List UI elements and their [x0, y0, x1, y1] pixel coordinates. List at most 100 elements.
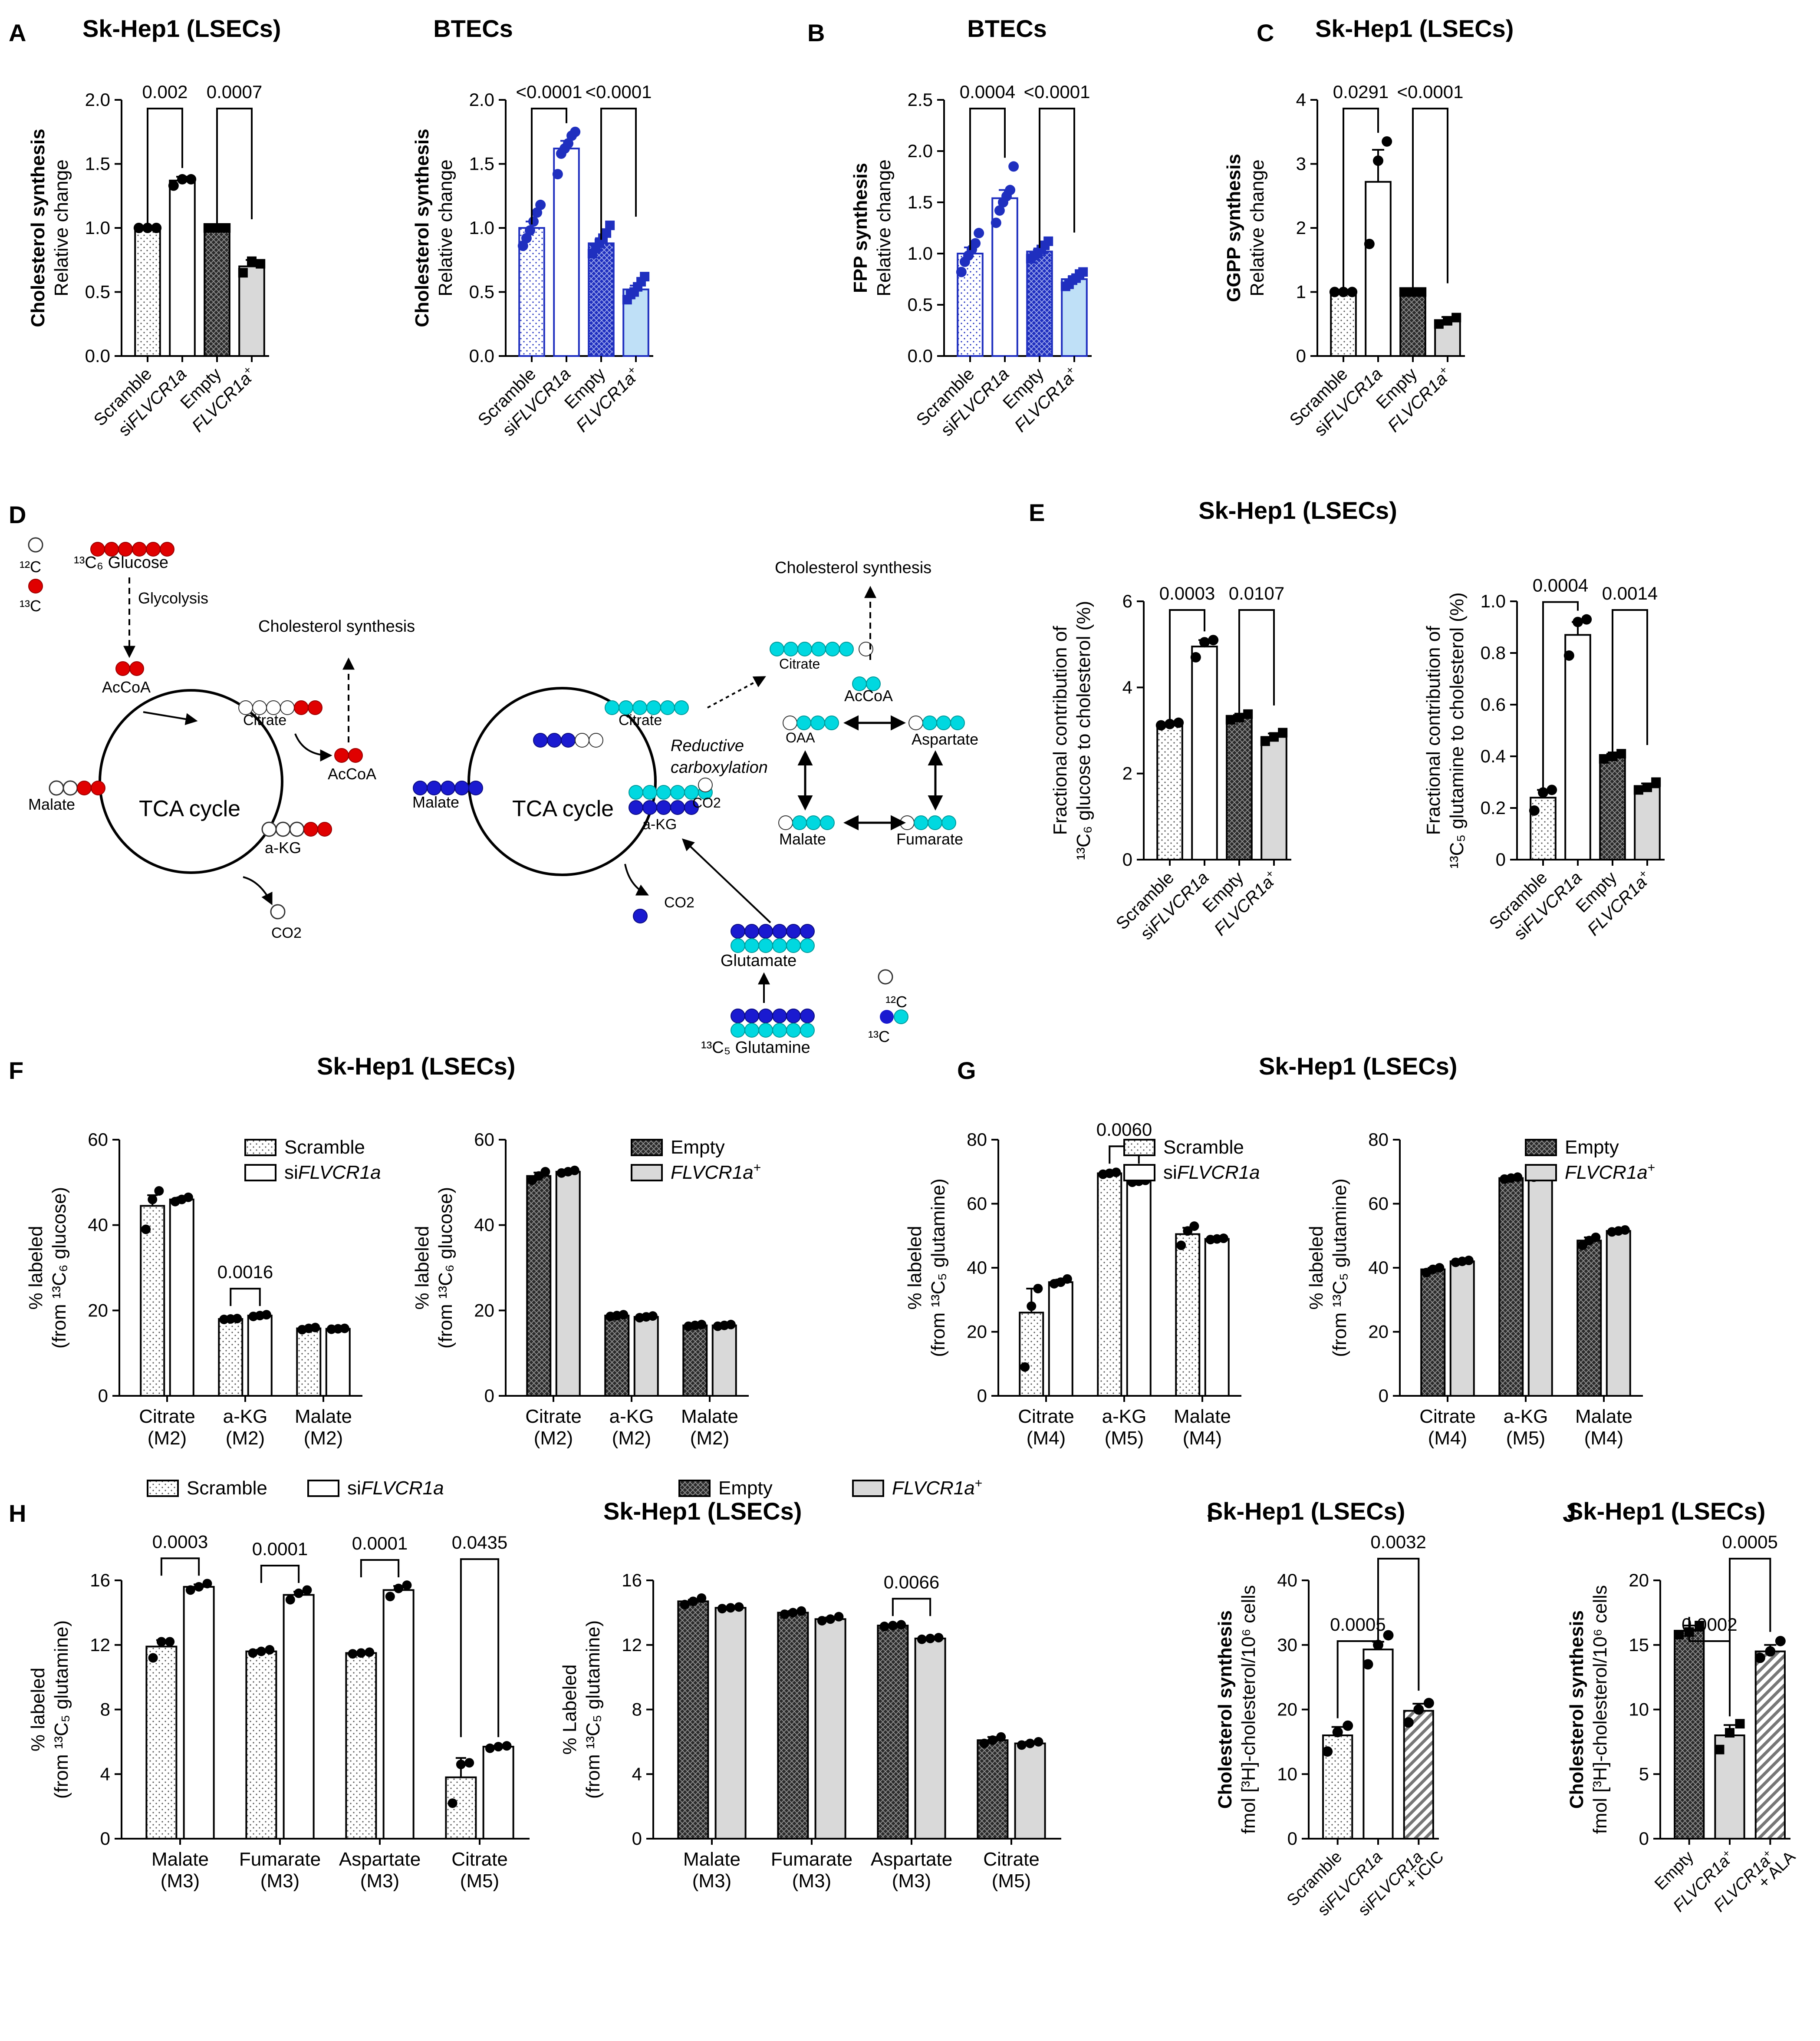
- y-tick-label: 40: [474, 1215, 494, 1235]
- data-point: [834, 1612, 844, 1622]
- data-point: [1608, 752, 1617, 761]
- bar: [183, 1586, 215, 1840]
- bar: [1576, 1240, 1602, 1397]
- carbon-atom: [656, 785, 671, 800]
- data-point: [1674, 1629, 1684, 1639]
- y-tick-label: 20: [967, 1322, 987, 1342]
- x-tick-label: (M4): [1027, 1428, 1066, 1449]
- carbon-atom: [674, 700, 689, 715]
- data-point: [734, 1602, 744, 1612]
- y-tick-label: 0.0: [908, 346, 933, 366]
- data-point: [991, 218, 1001, 228]
- x-tick-label: Citrate: [139, 1406, 195, 1427]
- bar: [145, 1645, 178, 1840]
- carbon-atom: [811, 642, 826, 656]
- y-axis-label: Cholesterol synthesis fmol [³H]-cholester…: [1214, 1585, 1259, 1834]
- y-tick-label: 0.4: [1481, 746, 1506, 766]
- carbon-atom: [308, 700, 323, 715]
- data-point: [348, 1649, 358, 1659]
- y-tick-label: 0: [98, 1385, 108, 1406]
- significance-bracket: [1729, 1558, 1771, 1717]
- carbon-atom: [660, 700, 675, 715]
- citrate-label-1: Citrate: [243, 712, 286, 729]
- x-tick-label: (M3): [161, 1870, 200, 1892]
- data-point: [156, 1637, 166, 1647]
- panel-letter: F: [9, 1057, 23, 1084]
- data-point: [1165, 719, 1175, 729]
- carbon-atom: [950, 716, 965, 730]
- data-point: [1399, 287, 1409, 297]
- carbon-atom: [744, 938, 759, 953]
- x-tick-label: Malate: [681, 1406, 738, 1427]
- bar: [1175, 1233, 1201, 1397]
- data-point: [1020, 1362, 1030, 1372]
- carbon-atom: [825, 642, 840, 656]
- bar: [1156, 723, 1183, 861]
- legend-label: siFLVCR1a: [284, 1162, 381, 1183]
- x-tick-label: (M2): [304, 1428, 343, 1449]
- legend-label: Scramble: [284, 1137, 365, 1158]
- data-point: [987, 1735, 997, 1745]
- carbon-atom: [772, 1009, 787, 1023]
- significance-bracket: [600, 108, 637, 240]
- carbon-atom: [806, 815, 821, 830]
- bar: [1019, 1312, 1044, 1397]
- bar: [1498, 1177, 1524, 1397]
- data-point: [1260, 736, 1270, 746]
- chart-title: BTECs: [433, 15, 513, 42]
- data-point: [285, 1595, 295, 1605]
- bar: [1527, 1175, 1553, 1397]
- data-point: [925, 1633, 935, 1643]
- significance-bracket: [1412, 108, 1448, 289]
- bar: [445, 1776, 477, 1840]
- data-point: [183, 1192, 193, 1202]
- data-point: [1208, 635, 1219, 646]
- bar: [204, 227, 230, 357]
- significance-bracket: [216, 108, 253, 224]
- data-point: [1008, 161, 1019, 172]
- significance-bracket: [460, 1558, 500, 1738]
- data-point: [1111, 1167, 1121, 1177]
- bar: [777, 1612, 809, 1840]
- carbon-atom: [294, 700, 309, 715]
- data-point: [494, 1742, 504, 1752]
- carbon-atom: [800, 1023, 815, 1038]
- y-tick-label: 2: [1296, 218, 1306, 238]
- citrate-label-2: Citrate: [619, 712, 662, 729]
- y-tick-label: 0: [1379, 1385, 1389, 1406]
- y-tick-label: 0: [1287, 1828, 1297, 1849]
- significance-bracket: [1039, 108, 1075, 248]
- data-point: [1423, 1698, 1434, 1708]
- y-axis-label: Cholesterol synthesis Relative change: [411, 129, 456, 327]
- carbon-atom: [758, 924, 773, 939]
- bar: [1226, 716, 1253, 861]
- legend-swatch: [244, 1139, 276, 1156]
- x-tick-label: (M5): [460, 1870, 499, 1892]
- legend-swatch: [307, 1480, 339, 1497]
- carbon-atom: [698, 778, 713, 792]
- p-value: 0.0291: [1333, 82, 1389, 102]
- data-point: [202, 1579, 212, 1589]
- carbon-atom: [770, 642, 784, 656]
- bar: [1126, 1180, 1152, 1397]
- x-tick-label: (M4): [1428, 1428, 1467, 1449]
- x-tick-label: Malate: [295, 1406, 352, 1427]
- y-tick-label: 40: [1277, 1570, 1297, 1590]
- carbon-atom: [783, 716, 797, 730]
- akg-label-1: a-KG: [265, 839, 301, 857]
- legend-12c-label-2: ¹²C: [885, 993, 907, 1011]
- legend-swatch: [1123, 1164, 1155, 1181]
- data-point: [1033, 1737, 1043, 1747]
- oaa-label: OAA: [786, 730, 815, 745]
- p-value: 0.0007: [207, 82, 262, 102]
- data-point: [356, 1648, 366, 1658]
- carbon-atom: [797, 642, 812, 656]
- y-tick-label: 0: [1122, 849, 1132, 870]
- p-value: 0.0066: [884, 1572, 939, 1592]
- data-point: [1005, 185, 1016, 195]
- x-tick-label: (M3): [692, 1870, 731, 1892]
- bar: [604, 1315, 630, 1397]
- bar: [1363, 1649, 1394, 1840]
- data-point: [1513, 1172, 1523, 1182]
- x-tick-label: Malate: [151, 1849, 209, 1870]
